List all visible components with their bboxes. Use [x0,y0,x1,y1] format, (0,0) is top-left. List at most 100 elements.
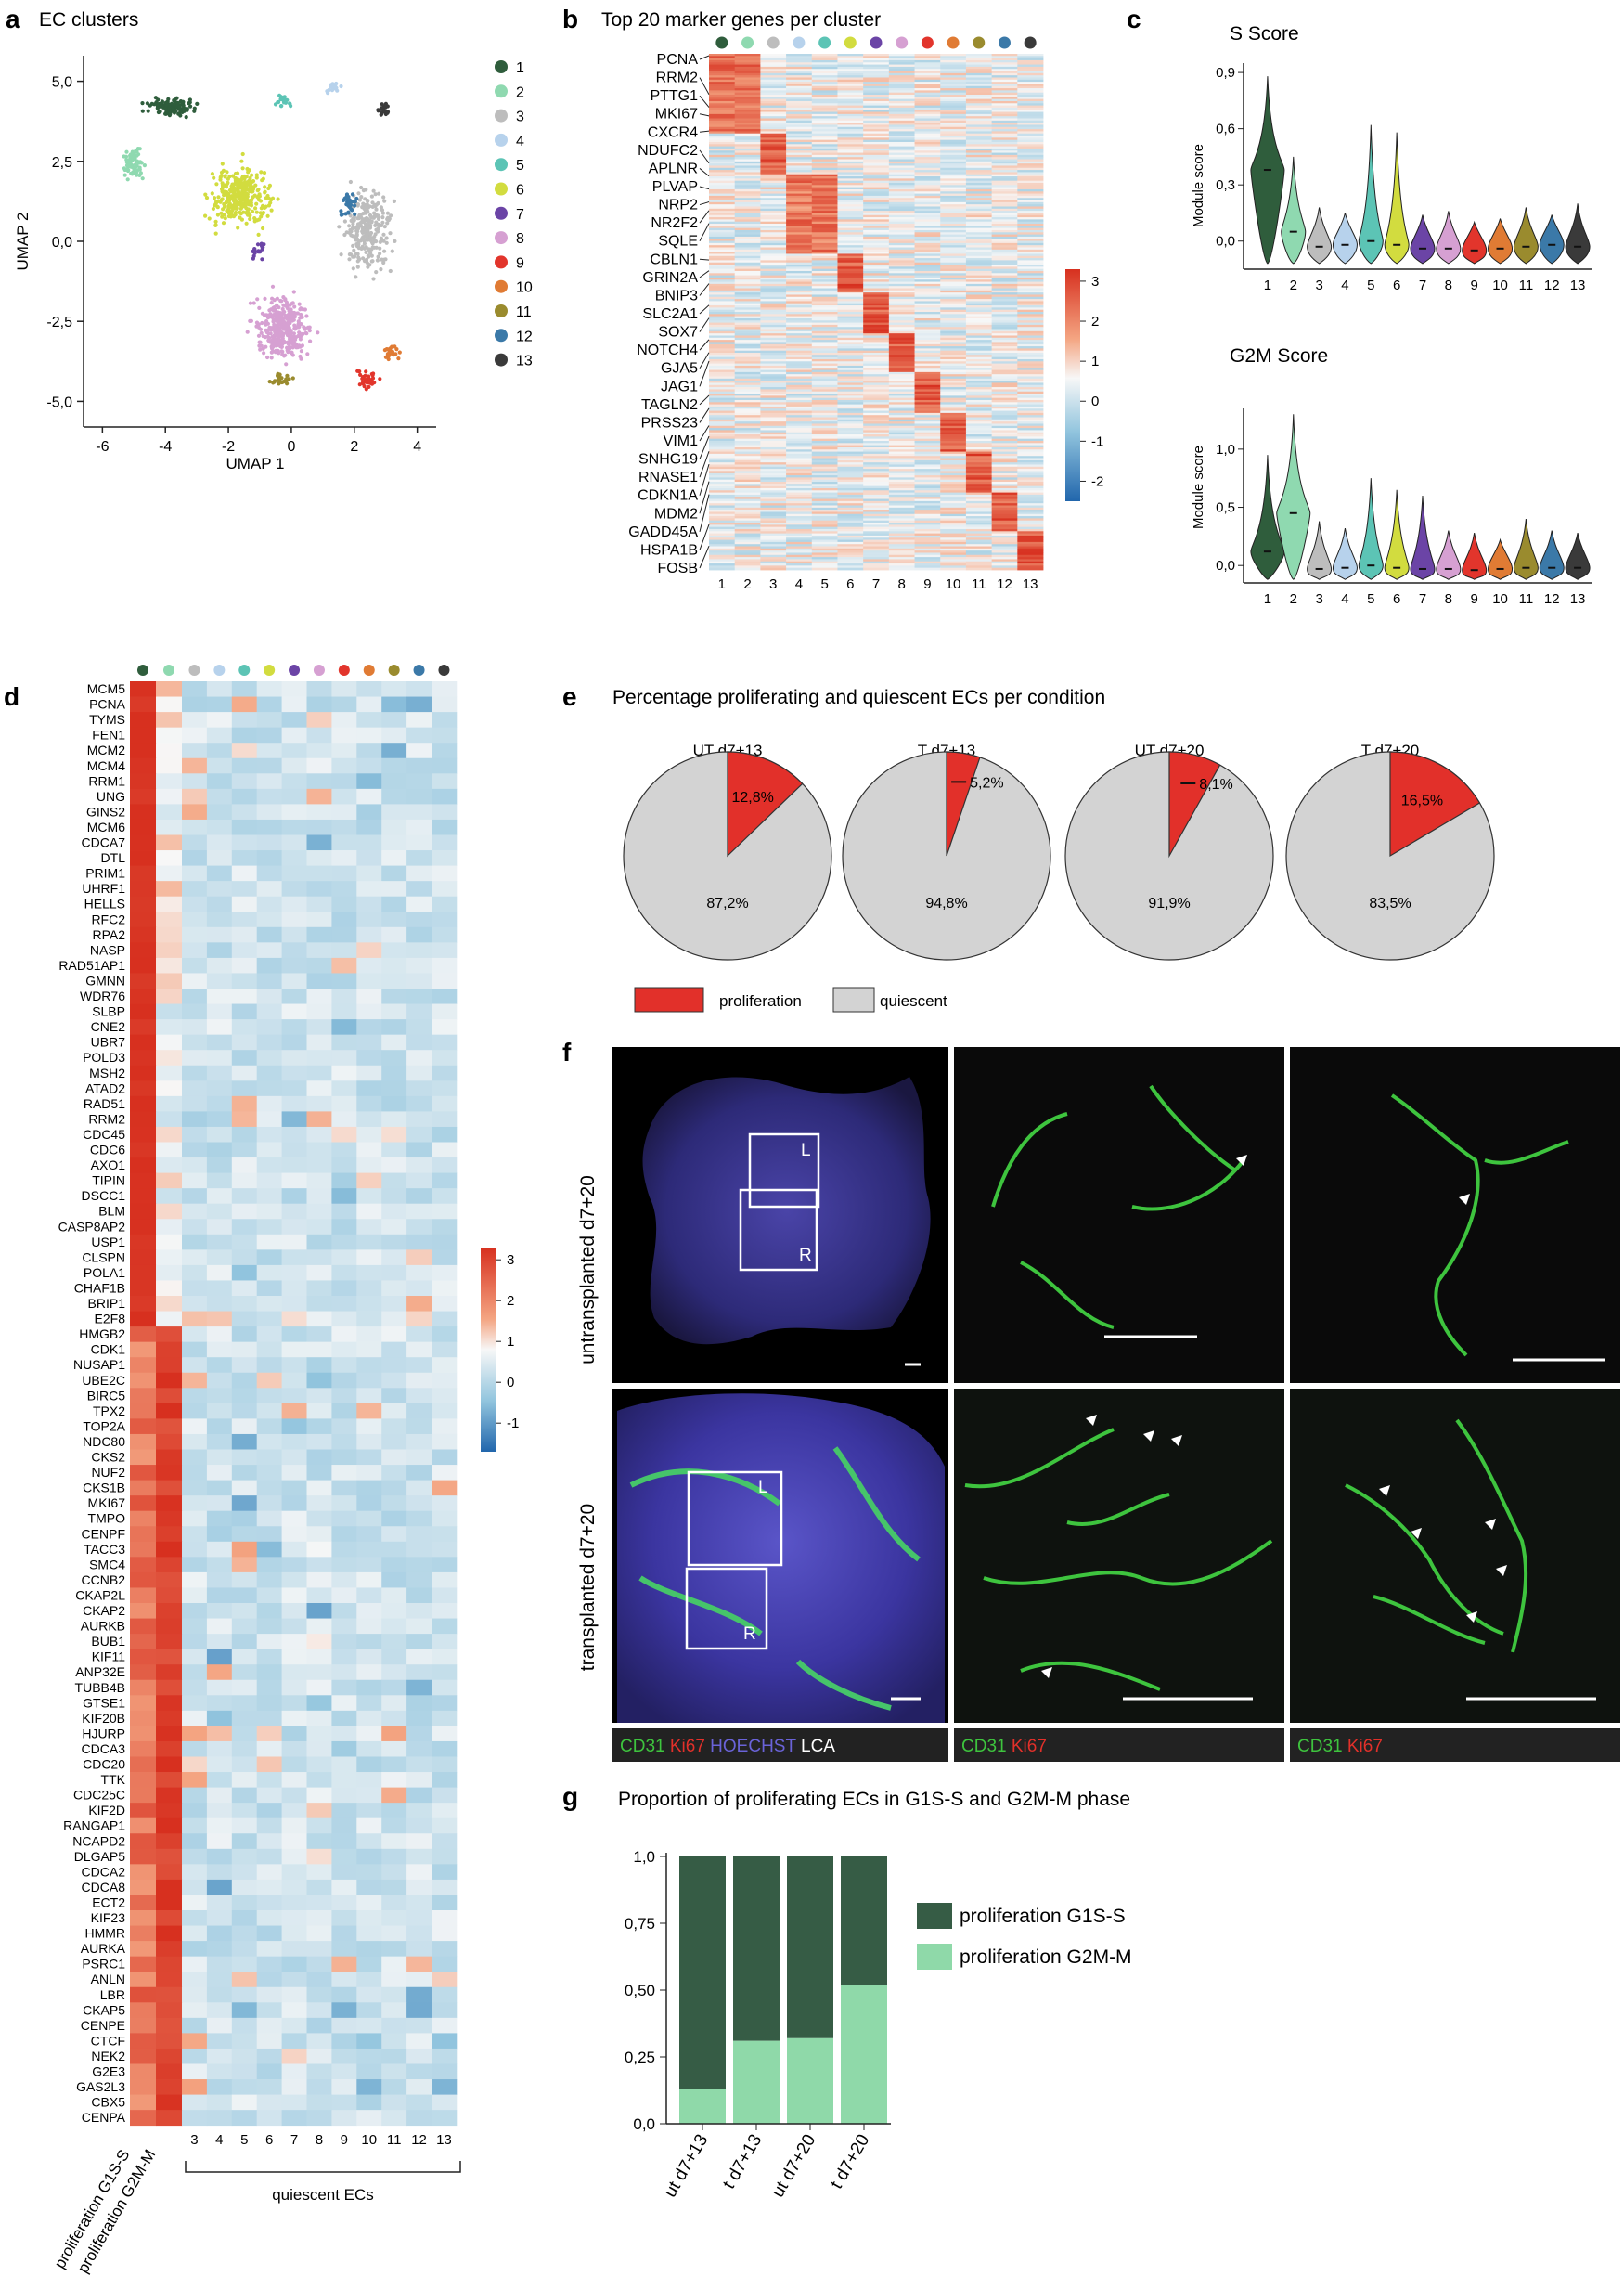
heat-cell [991,446,1018,450]
heat-cell [786,226,813,229]
heat-cell [863,397,890,401]
heat-cell [914,157,941,160]
violin-5 [1358,478,1384,580]
heat-cell [837,453,864,457]
heat-cell [940,513,967,517]
heat-cell [1017,204,1044,207]
heat-cell [734,217,761,220]
heat-cell [965,200,993,203]
heat-cell [811,161,838,164]
umap-point [370,204,375,209]
heat-cell [811,283,838,287]
heat-cell [709,350,736,354]
umap-point [307,325,312,330]
heat-cell [709,528,736,532]
heat-cell [863,387,890,390]
heat-cell [734,157,761,160]
heat-cell [709,337,736,341]
heat-cell [734,565,761,569]
heat-cell [940,374,967,377]
heat-cell [1017,503,1044,506]
heat-cell [888,412,915,416]
heat-cell [991,126,1018,130]
umap-point [267,183,272,188]
heat-cell [306,681,332,697]
heat-cell [991,232,1018,235]
heat-cell [991,226,1018,229]
heat-cell [1017,148,1044,151]
heat-cell [965,229,993,233]
heat-cell [914,79,941,83]
heat-cell [734,77,761,81]
heat-cell [914,487,941,491]
heat-cell [1017,484,1044,487]
heat-cell [965,273,993,277]
heat-cell [786,533,813,537]
heat-cell [786,462,813,465]
heat-cell [888,260,915,264]
heat-cell [991,404,1018,407]
umap-point [355,252,360,256]
umap-point [356,255,361,260]
heat-cell [709,97,736,100]
heat-cell [965,475,993,478]
umap-point [156,106,161,110]
heat-cell [837,294,864,298]
umap-point [367,381,371,385]
heat-cell [786,369,813,373]
heat-cell [709,299,736,302]
heat-cell [1017,113,1044,117]
heat-cell [734,229,761,233]
heat-cell [940,464,967,468]
heat-cell [811,174,838,177]
heat-cell [1017,72,1044,76]
heat-cell [965,312,993,315]
umap-point [278,321,283,326]
heat-cell [1017,270,1044,274]
heat-cell [940,557,967,560]
heat-cell [863,324,890,328]
heat-cell [760,64,787,68]
heat-cell [888,528,915,532]
heat-cell [991,163,1018,166]
umap-point [381,232,386,237]
heat-cell [709,279,736,282]
heat-cell [709,406,736,409]
heat-cell [811,397,838,401]
heat-cell [1017,71,1044,74]
heat-cell [991,260,1018,264]
heat-cell [837,353,864,356]
heat-cell [837,471,864,474]
umap-point [376,223,381,227]
legend-dot-1 [495,60,508,73]
heat-cell [991,535,1018,538]
umap-point [174,109,178,113]
heat-cell [837,266,864,270]
heat-cell [709,178,736,182]
heat-cell [940,353,967,356]
heatmap-b-x-tick: 1 [718,576,726,592]
heat-cell [281,850,307,866]
heat-cell [940,441,967,444]
heat-cell [356,896,382,912]
umap-point [248,216,252,222]
heat-cell [406,743,432,759]
umap-point [234,192,238,197]
heat-cell [837,490,864,493]
umap-point [367,213,373,218]
heat-cell [811,438,838,442]
heat-cell [356,819,382,835]
heat-cell [863,236,890,239]
heat-cell [940,290,967,293]
heat-cell [786,185,813,188]
heat-cell [709,75,736,78]
heat-cell [1017,236,1044,239]
heatmap-d [130,681,458,2127]
heat-cell [965,464,993,468]
gene-label: BNIP3 [655,288,698,304]
heat-cell [811,399,838,403]
heat-cell [432,834,458,851]
heat-cell [786,275,813,278]
heat-cell [811,451,838,455]
umap-point [381,195,386,200]
